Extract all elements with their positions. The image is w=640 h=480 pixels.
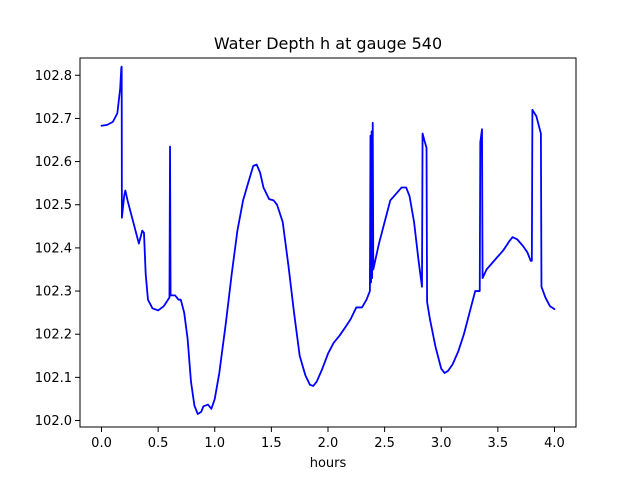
series-line-0	[100, 65, 556, 415]
y-axis: 102.0 102.1 102.2 102.3 102.4 102.5 102.6 102.7…	[35, 69, 80, 429]
y-tick-label: 102.3	[35, 285, 72, 300]
x-tick-label: 1.5	[261, 436, 282, 451]
x-tick-label: 0.5	[148, 436, 169, 451]
x-axis: 0.0 0.5 1.0 1.5 2.0 2.5 3.0 3.5 4.0	[91, 427, 565, 451]
y-tick-label: 102.7	[35, 112, 72, 127]
x-tick-label: 3.5	[488, 436, 509, 451]
y-tick-label: 102.4	[35, 241, 72, 256]
plot-area	[100, 65, 556, 415]
x-tick-label: 4.0	[544, 436, 565, 451]
x-tick-label: 2.0	[318, 436, 339, 451]
y-tick-label: 102.2	[35, 328, 72, 343]
x-axis-label: hours	[310, 456, 347, 471]
y-tick-label: 102.1	[35, 371, 72, 386]
y-tick-label: 102.8	[35, 69, 72, 84]
x-tick-label: 3.0	[431, 436, 452, 451]
chart-title: Water Depth h at gauge 540	[214, 34, 442, 53]
x-tick-label: 2.5	[374, 436, 395, 451]
y-tick-label: 102.0	[35, 414, 72, 429]
x-tick-label: 0.0	[91, 436, 112, 451]
y-tick-label: 102.6	[35, 155, 72, 170]
x-tick-label: 1.0	[204, 436, 225, 451]
y-tick-label: 102.5	[35, 198, 72, 213]
